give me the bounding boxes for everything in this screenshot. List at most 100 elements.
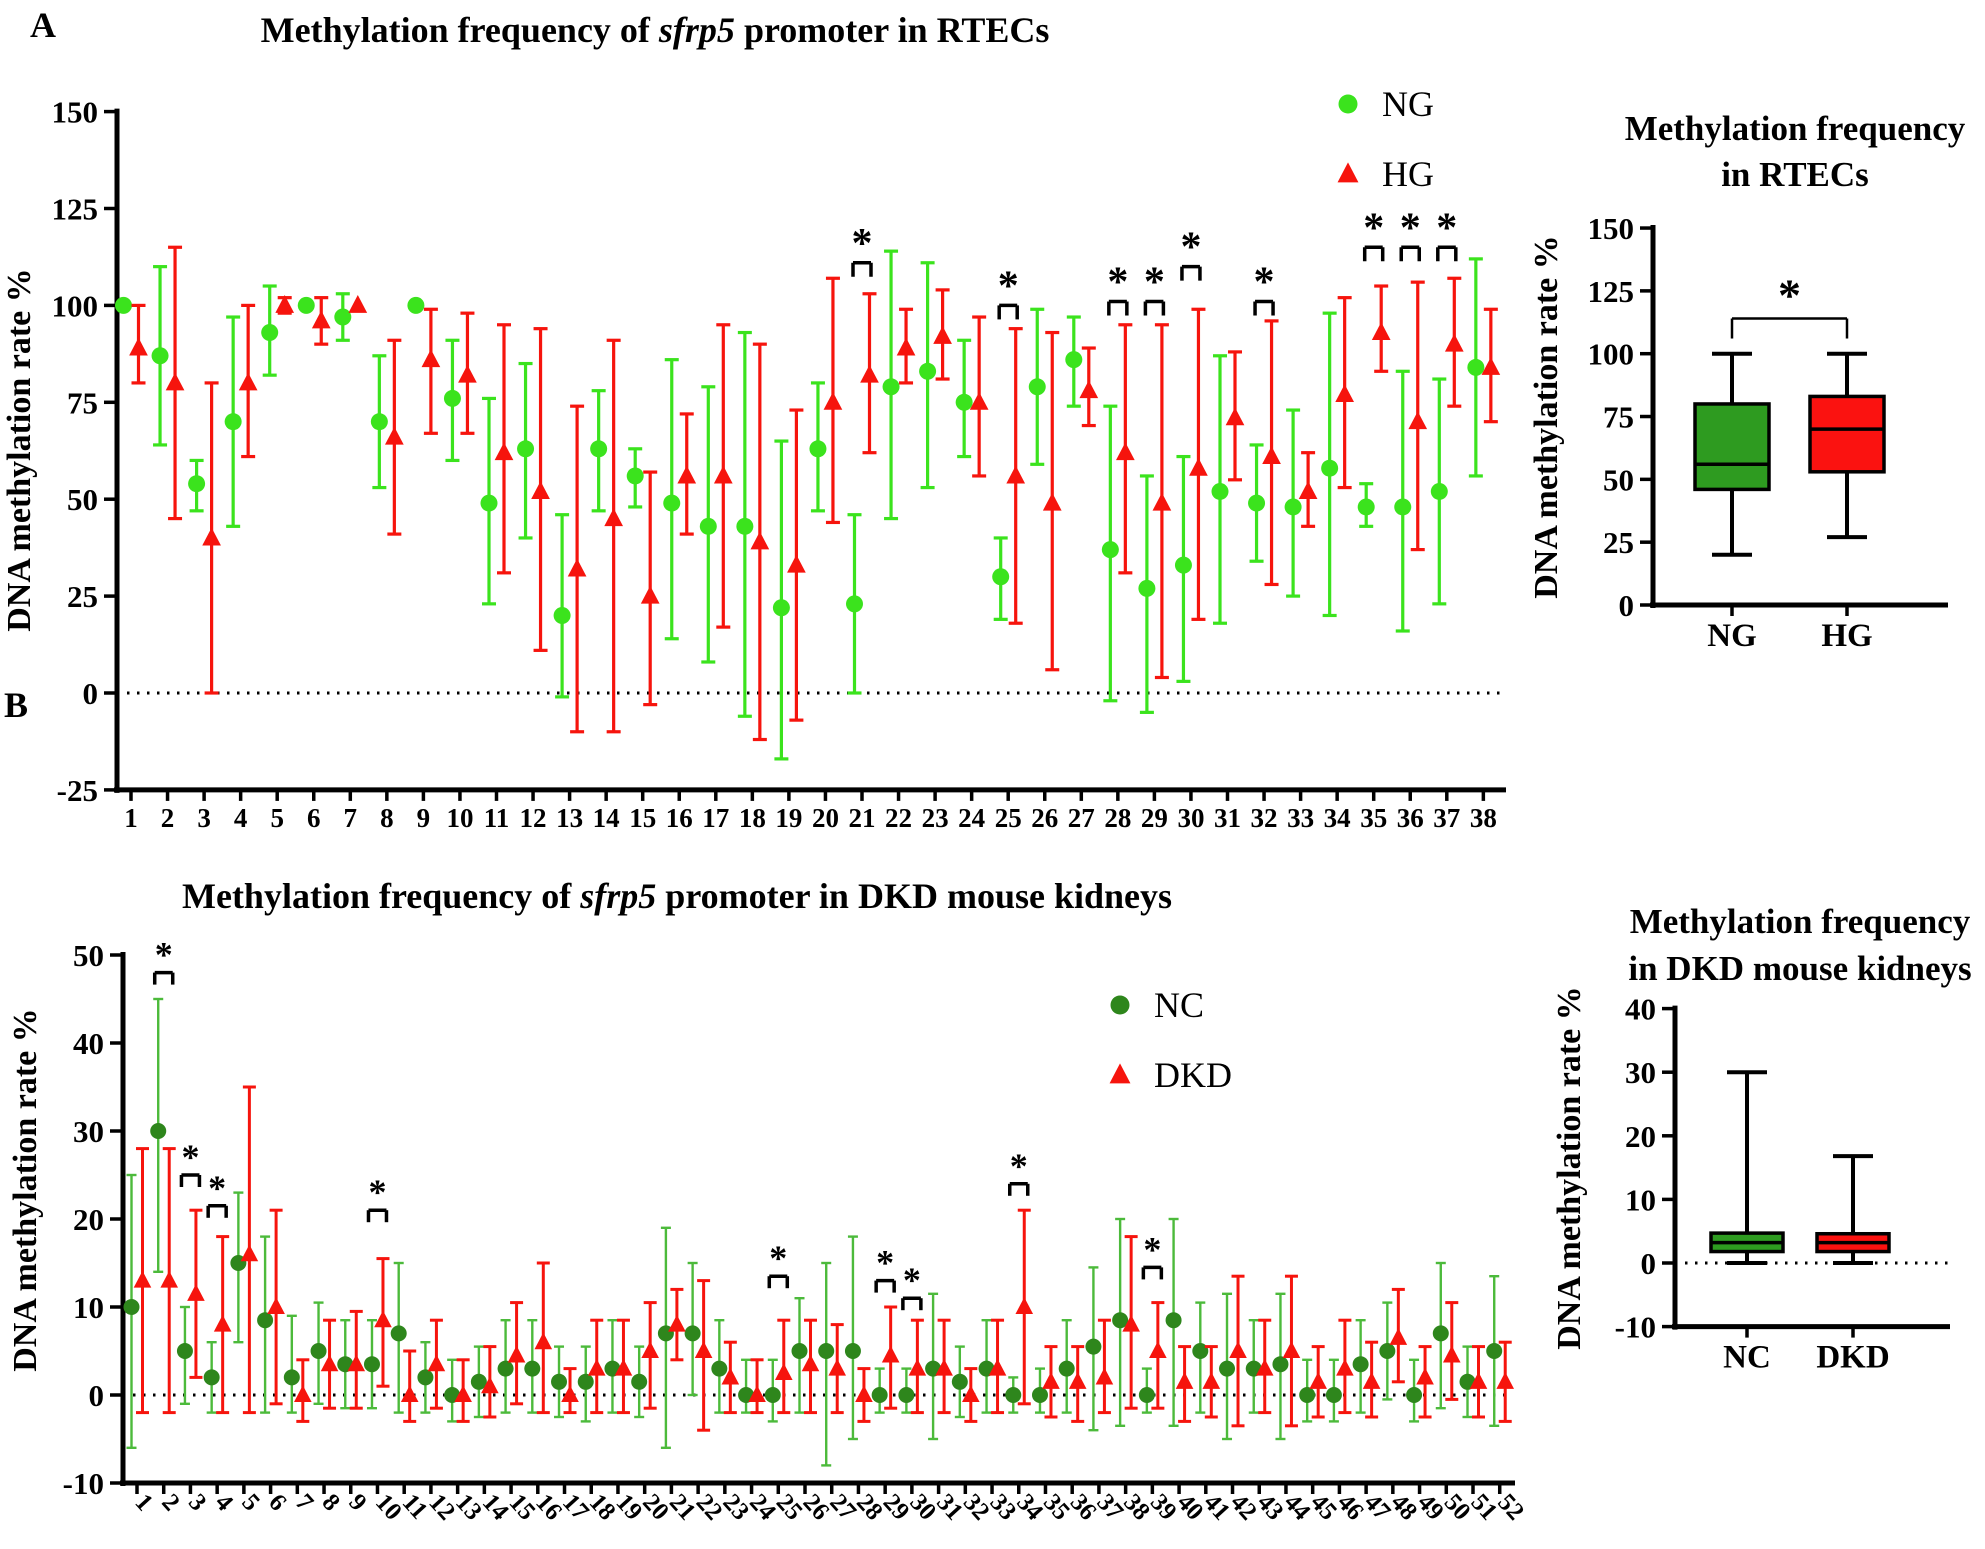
legend-label: NC: [1154, 985, 1204, 1025]
NG-point-20: [809, 381, 827, 513]
significance-marker: *: [851, 221, 873, 277]
circle-marker: [1174, 556, 1192, 574]
NC-point-42: [1219, 1292, 1236, 1441]
triangle-marker: [1335, 384, 1354, 403]
NG-point-34: [1321, 311, 1339, 618]
NC-point-23: [711, 1318, 728, 1414]
triangle-marker: [238, 372, 258, 391]
HG-point-16: [677, 412, 697, 536]
triangle-marker: [1444, 333, 1464, 352]
asterisk: *: [1254, 260, 1275, 306]
x-tick-label: 7: [344, 803, 358, 833]
significance-marker: *: [1362, 205, 1385, 262]
HG-point-23: [933, 288, 952, 381]
NC-point-52: [1486, 1274, 1503, 1428]
NG-point-16: [663, 358, 681, 641]
NC-point-17: [551, 1345, 568, 1419]
DKD-point-21: [668, 1287, 686, 1362]
x-tick-label: 33: [1287, 803, 1314, 833]
circle-marker: [1058, 1360, 1075, 1377]
NC-point-51: [1459, 1345, 1476, 1419]
x-tick-label: 29: [1141, 803, 1168, 833]
triangle-marker: [494, 442, 514, 461]
y-tick-label: 25: [1603, 525, 1634, 560]
significance-marker: *: [1730, 270, 1849, 339]
triangle-marker: [1229, 1341, 1247, 1359]
HG-point-18: [750, 342, 770, 742]
x-tick-label: 13: [556, 803, 583, 833]
circle-marker: [151, 347, 169, 365]
HG-point-9: [421, 307, 441, 435]
NC-point-14: [470, 1345, 487, 1419]
asterisk: *: [1400, 205, 1421, 251]
NG-point-31: [1211, 354, 1229, 625]
circle-marker: [297, 296, 315, 314]
triangle-marker: [641, 1341, 659, 1359]
y-tick-label: -10: [63, 1466, 104, 1501]
NG-point-9: [407, 296, 425, 314]
x-tick-label: 11: [484, 803, 510, 833]
triangle-marker: [1371, 322, 1391, 341]
circle-marker: [150, 1123, 167, 1139]
HG-point-19: [787, 408, 806, 722]
y-tick-label: -10: [1615, 1310, 1656, 1345]
asterisk: *: [1778, 270, 1801, 321]
DKD-point-9: [347, 1309, 366, 1410]
triangle-marker: [1122, 1314, 1140, 1332]
NC-point-40: [1165, 1217, 1182, 1428]
triangle-marker: [787, 554, 806, 573]
y-tick-label: 20: [73, 1202, 104, 1237]
NC-point-19: [604, 1318, 621, 1414]
box-NC: [1709, 1070, 1785, 1265]
triangle-marker: [1496, 1372, 1515, 1389]
DKD-point-46: [1336, 1318, 1354, 1415]
triangle-marker: [828, 1358, 847, 1376]
triangle-marker: [1389, 1328, 1408, 1345]
y-tick-label: 40: [1625, 992, 1656, 1027]
triangle-marker: [129, 337, 148, 356]
x-tick-label: 17: [702, 803, 729, 833]
triangle-marker: [1068, 1372, 1087, 1389]
NG-point-26: [1028, 307, 1046, 466]
circle-icon: [1110, 995, 1130, 1015]
NC-point-22: [684, 1261, 701, 1397]
triangle-marker: [962, 1385, 980, 1403]
x-tick-label: 23: [922, 803, 949, 833]
asterisk: *: [1143, 1229, 1161, 1269]
y-tick-label: 25: [67, 579, 98, 614]
asterisk: *: [1363, 205, 1384, 251]
legend: NG HG: [1337, 84, 1434, 194]
NG-point-2: [151, 265, 169, 447]
x-tick-label: 1: [130, 1489, 158, 1516]
triangle-marker: [933, 326, 952, 344]
triangle-marker: [1149, 1341, 1167, 1359]
NG-point-7: [334, 292, 352, 342]
DKD-point-20: [641, 1301, 659, 1410]
triangle-marker: [823, 391, 843, 410]
triangle-marker: [1042, 492, 1062, 511]
y-axis-title: DNA methylation rate %: [7, 1008, 44, 1372]
circle-marker: [390, 1325, 407, 1342]
NC-point-47: [1352, 1318, 1369, 1414]
NC-point-34: [1005, 1376, 1022, 1414]
circle-marker: [1321, 459, 1339, 477]
NC-point-32: [951, 1345, 968, 1419]
DKD-point-41: [1202, 1345, 1221, 1419]
x-tick-label: 6: [307, 803, 321, 833]
circle-marker: [417, 1369, 434, 1386]
y-tick-label: 30: [1625, 1055, 1656, 1090]
triangle-marker: [531, 481, 550, 499]
HG-point-17: [713, 323, 733, 629]
triangle-marker: [988, 1358, 1007, 1376]
circle-marker: [1211, 482, 1229, 500]
triangle-marker: [1015, 1297, 1034, 1315]
NC-point-31: [925, 1292, 942, 1441]
NC-point-12: [417, 1340, 434, 1414]
circle-marker: [951, 1373, 968, 1390]
circle-marker: [1325, 1387, 1342, 1403]
series-NG: [115, 249, 1485, 761]
NG-point-36: [1394, 369, 1412, 633]
